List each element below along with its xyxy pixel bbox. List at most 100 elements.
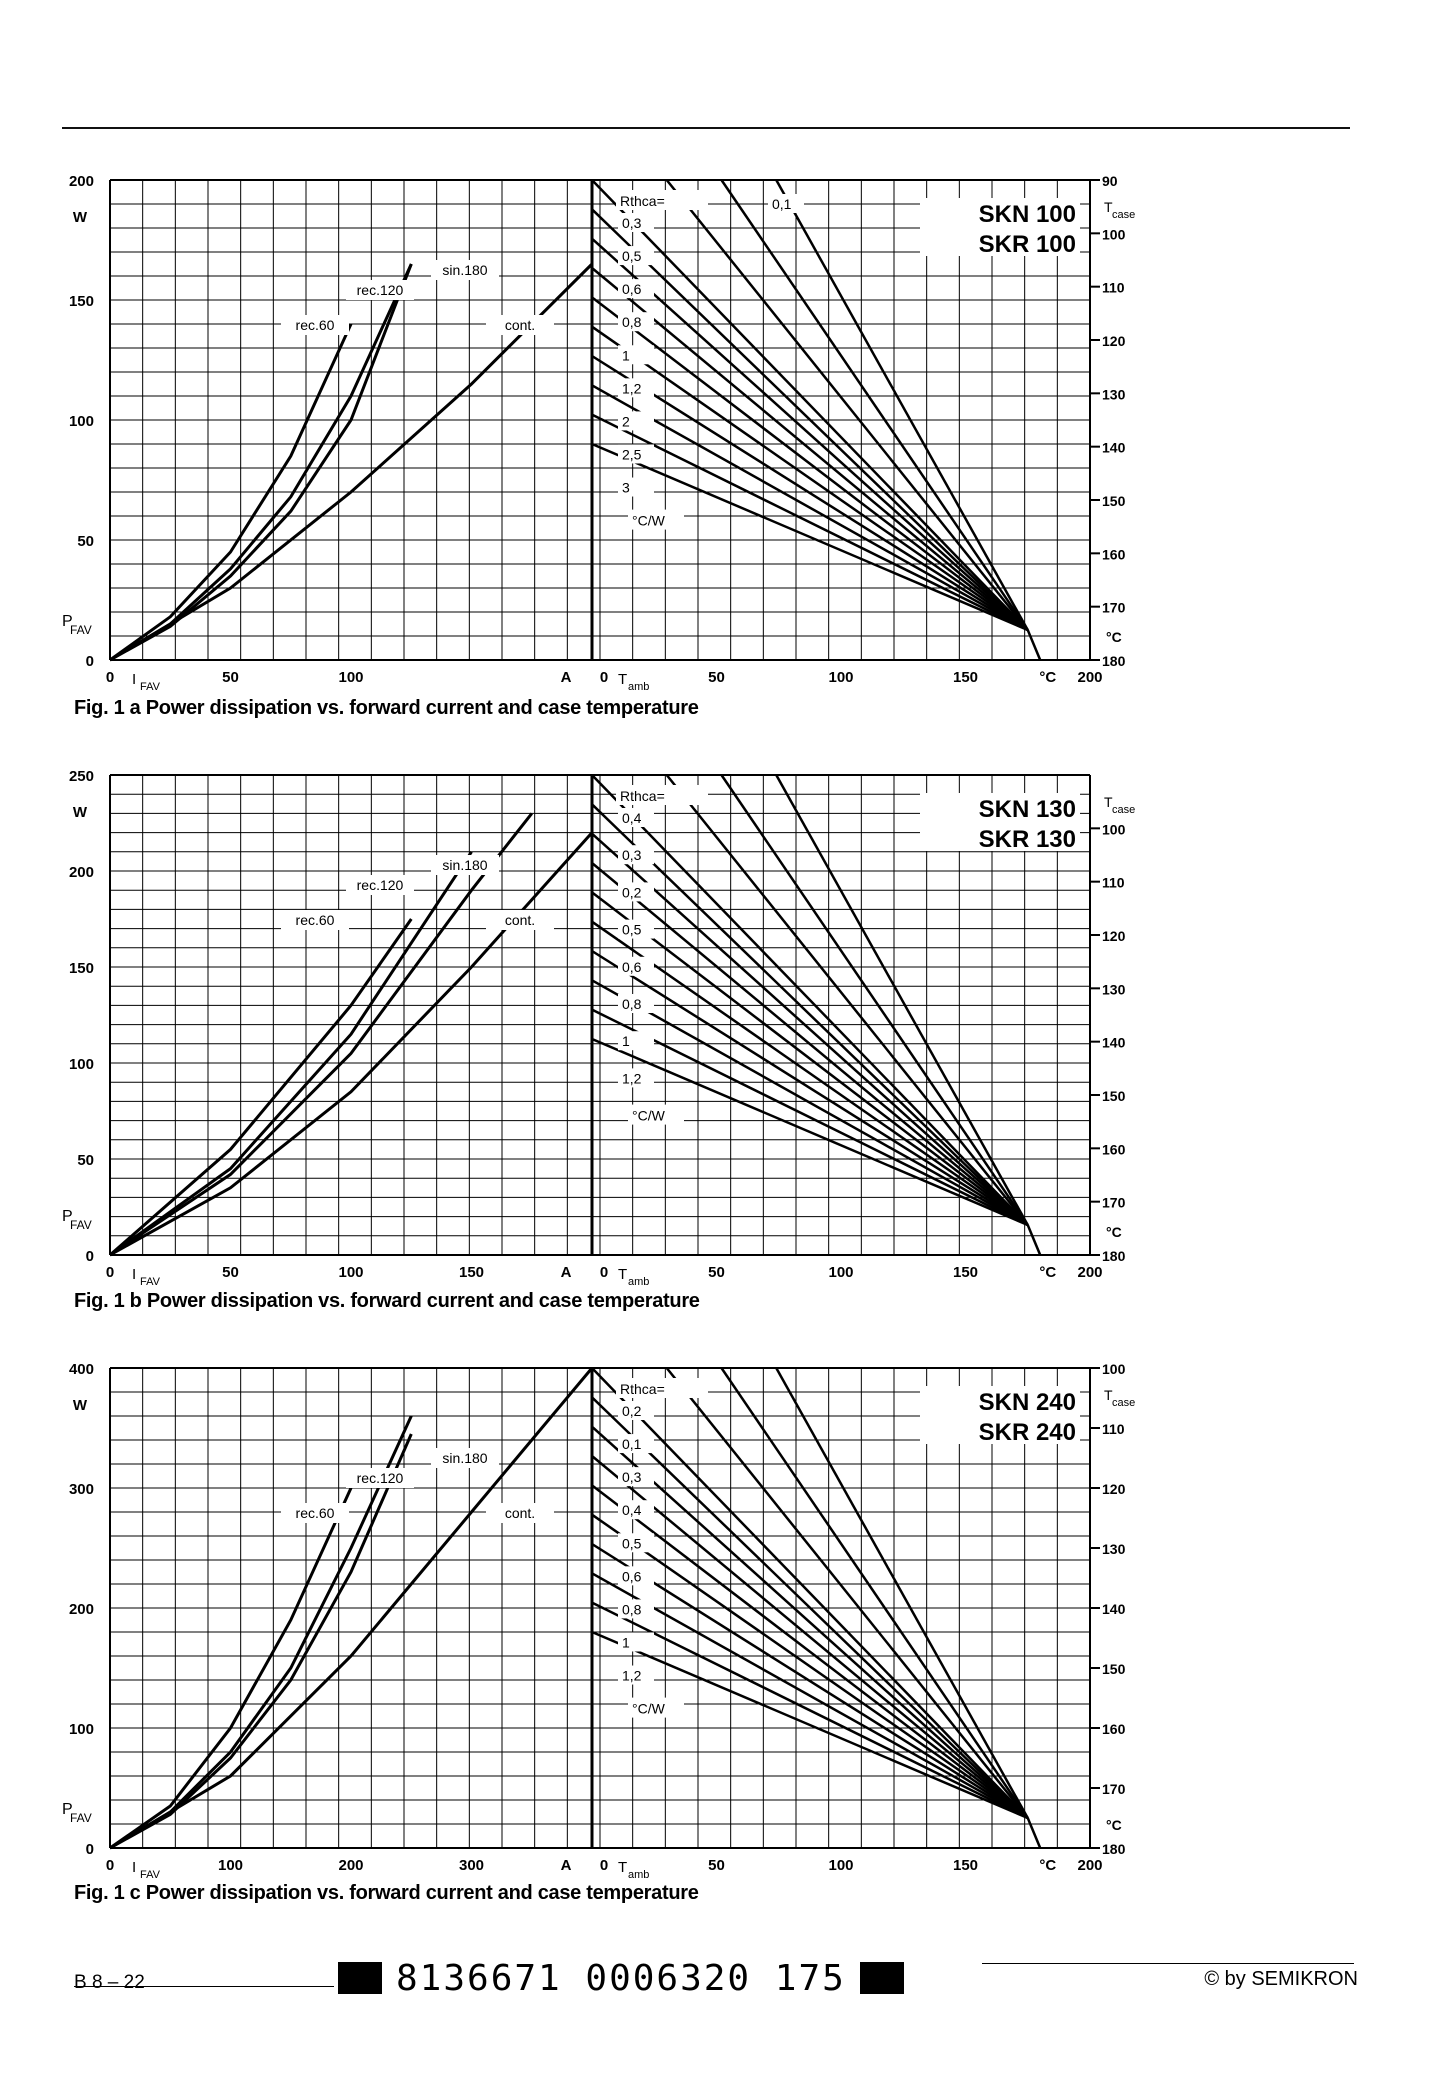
tcase-tick-label: 180	[1102, 1248, 1126, 1264]
tamb-tick-label: 50	[708, 1264, 725, 1281]
rth-line	[591, 413, 1029, 632]
rth-label: 1	[622, 1033, 630, 1049]
y-tick-label: 200	[69, 173, 94, 190]
top-rule	[62, 127, 1350, 129]
rth-label: 0,1	[622, 1436, 642, 1452]
x-unit: A	[561, 1857, 572, 1874]
rth-label-bg	[618, 378, 654, 398]
curve-label-bg	[486, 1503, 554, 1523]
rth-line	[591, 1425, 1029, 1819]
tamb-tick-label: 100	[828, 669, 853, 686]
rth-convergence	[1026, 1224, 1042, 1256]
rth-prefix: Rthca=	[620, 193, 665, 209]
tamb-tick-label: 200	[1077, 1264, 1102, 1281]
rth-line	[591, 1008, 1029, 1227]
rth-line-steep	[720, 1367, 1029, 1819]
rth-label: 0,4	[622, 810, 642, 826]
rth-line	[591, 920, 1029, 1227]
y-tick-label: 0	[86, 1248, 94, 1265]
tcase-tick-label: 120	[1102, 333, 1126, 349]
x-tick-label: 200	[338, 1857, 363, 1874]
y-axis-label: P	[62, 1801, 73, 1818]
rth-label: 0,8	[622, 314, 642, 330]
tamb-tick-label: 150	[953, 669, 978, 686]
y-tick-label: 50	[77, 1152, 94, 1169]
rth-line	[591, 1367, 1029, 1819]
rth-label-bg	[618, 444, 654, 464]
rth-unit-bg	[628, 1697, 684, 1718]
curve-cont	[109, 262, 594, 662]
curve-sin180	[109, 812, 533, 1257]
rth-line	[591, 325, 1029, 632]
product-title-skr: SKR 100	[979, 231, 1076, 258]
curve-label: rec.120	[357, 1470, 404, 1486]
tcase-tick-label: 130	[1102, 1541, 1126, 1557]
barcode-text: 8136671 0006320 175	[396, 1957, 846, 1999]
product-title-skr: SKR 130	[979, 826, 1076, 853]
rth-label-bg	[618, 1632, 654, 1652]
curve-rec60	[109, 918, 413, 1257]
tamb-tick-label: 100	[828, 1857, 853, 1874]
tcase-tick-label: 100	[1102, 226, 1126, 242]
rth-label-bg	[618, 808, 654, 827]
curve-label-bg	[486, 315, 554, 335]
curve-label-bg	[431, 260, 499, 280]
y-tick-label: 150	[69, 293, 94, 310]
copyright: © by SEMIKRON	[1204, 1968, 1358, 1990]
x-axis-label: I	[132, 1859, 136, 1876]
x-tick-label: 50	[222, 1264, 239, 1281]
rth-line	[591, 296, 1029, 631]
tcase-tick-label: 160	[1102, 546, 1126, 562]
rth-label: 1,2	[622, 1668, 642, 1684]
tcase-tick-label: 140	[1102, 440, 1126, 456]
tamb-tick-label: 50	[708, 669, 725, 686]
tamb-tick-label: 200	[1077, 1857, 1102, 1874]
tamb-sub: amb	[628, 681, 649, 693]
x-tick-label: 0	[106, 669, 114, 686]
curve-label: rec.60	[296, 912, 335, 928]
tamb-label: T	[618, 1859, 627, 1876]
footer-rule-right	[982, 1963, 1354, 1964]
y-axis-sub: FAV	[70, 1218, 92, 1232]
curve-label-bg	[346, 875, 414, 895]
rth-label-bg	[618, 279, 654, 299]
product-title-bg	[920, 793, 1080, 851]
tcase-label: T	[1104, 794, 1113, 810]
rth-line	[591, 949, 1029, 1227]
rth-label: 2	[622, 413, 630, 429]
y-unit: W	[73, 1397, 88, 1414]
curve-label: rec.60	[296, 1505, 335, 1521]
rth-label-bg	[618, 845, 654, 865]
tcase-tick-label: 170	[1102, 1781, 1126, 1797]
tamb-label: T	[618, 1266, 627, 1283]
rth-label: 0,6	[622, 1568, 642, 1584]
tcase-unit: °C	[1106, 1817, 1122, 1833]
tamb-tick-label: 150	[953, 1264, 978, 1281]
tcase-unit: °C	[1106, 629, 1122, 645]
rth-label: 0,3	[622, 847, 642, 863]
rth-label-bg	[618, 312, 654, 332]
rth-label: 0,8	[622, 996, 642, 1012]
tcase-tick-label: 170	[1102, 600, 1126, 616]
tcase-tick-label: 130	[1102, 981, 1126, 997]
rth-label-bg	[618, 411, 654, 431]
y-tick-label: 300	[69, 1481, 94, 1498]
rth-label-bg	[618, 1566, 654, 1586]
curve-label: cont.	[505, 317, 535, 333]
rth-unit-bg	[628, 509, 684, 530]
caption-1c: Fig. 1 c Power dissipation vs. forward c…	[74, 1882, 699, 1904]
caption-1a: Fig. 1 a Power dissipation vs. forward c…	[74, 697, 699, 719]
rth-unit: °C/W	[632, 1108, 666, 1124]
rth-prefix: Rthca=	[620, 788, 665, 804]
rth-label: 0,2	[622, 884, 642, 900]
rth-line	[591, 1572, 1029, 1820]
x-axis-label: I	[132, 671, 136, 688]
y-axis-sub: FAV	[70, 1811, 92, 1825]
curve-label: sin.180	[442, 1450, 487, 1466]
tcase-tick-label: 140	[1102, 1601, 1126, 1617]
tcase-tick-label: 110	[1102, 280, 1125, 296]
rth-line	[591, 267, 1029, 631]
rth-label: 1	[622, 1634, 630, 1650]
tcase-tick-label: 150	[1102, 1661, 1126, 1677]
